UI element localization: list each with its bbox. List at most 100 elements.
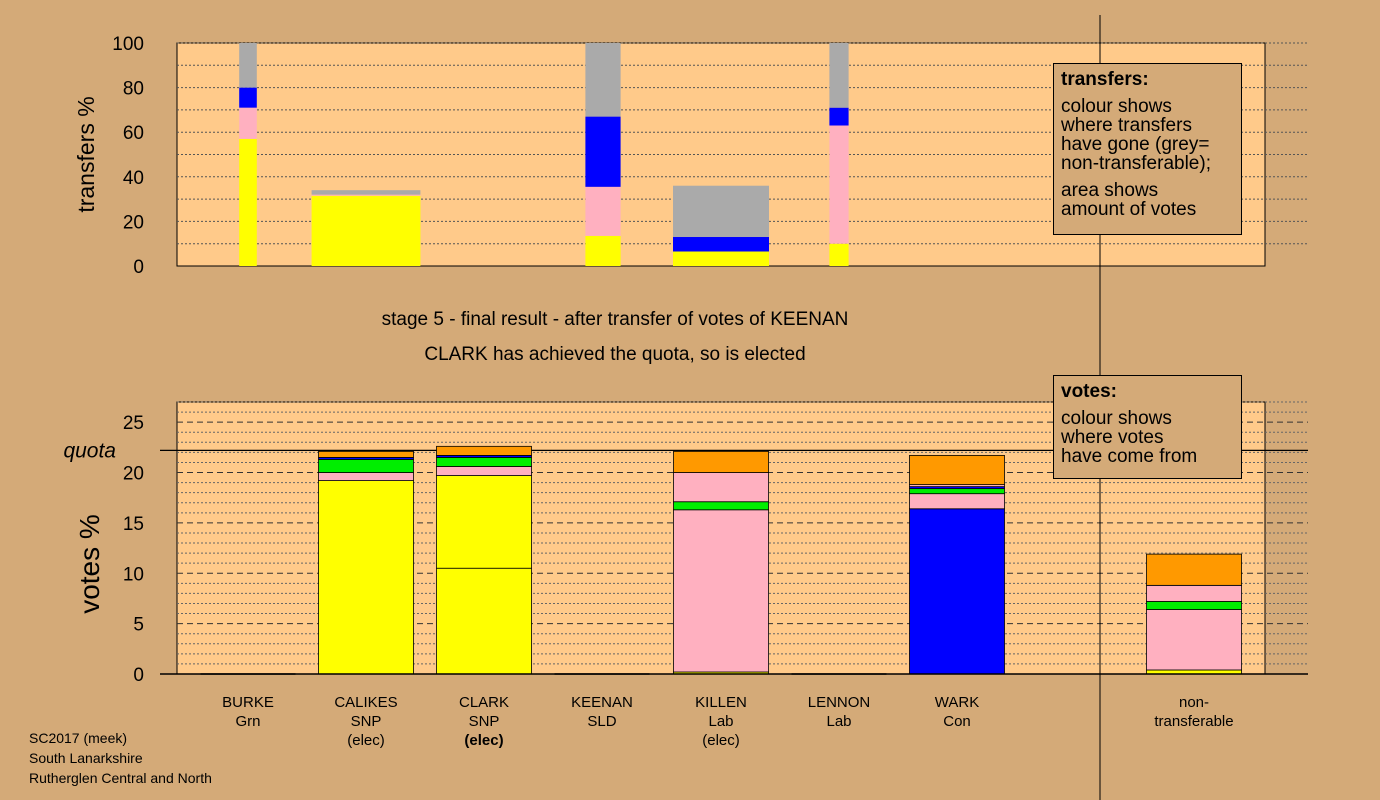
candidate-party: Lab: [826, 713, 852, 730]
transfers-legend-line: have gone (grey=: [1061, 134, 1210, 155]
candidate-party: Con: [943, 713, 971, 730]
footer-election: SC2017 (meek): [29, 730, 128, 746]
vote-bar-segment-clark: [436, 567, 532, 675]
candidate-name: BURKE: [222, 694, 274, 711]
transfer-bar-segment-lennon: [829, 125, 849, 244]
votes-legend-line: have come from: [1061, 446, 1198, 467]
transfer-bar-segment-calikes: [311, 194, 421, 196]
transfer-bar-segment-burke: [239, 107, 257, 139]
transfers-y-axis-label: transfers %: [73, 96, 99, 212]
transfers-legend-line: area shows: [1061, 180, 1159, 201]
vote-bar-segment-clark: [436, 457, 532, 467]
transfers-y-tick-label: 100: [112, 34, 144, 55]
nontransferable-line: non-: [1178, 694, 1210, 711]
vote-bar-segment-clark: [436, 445, 532, 456]
vote-bar-segment-killen: [673, 472, 769, 503]
vote-bar-segment-non-transferable: [1146, 609, 1242, 671]
transfer-bar-segment-keenan: [585, 186, 621, 236]
transfer-bar-segment-lennon: [829, 107, 849, 126]
transfer-bar-segment-keenan: [585, 116, 621, 187]
vote-bar-segment-non-transferable: [1146, 553, 1242, 586]
vote-bar-segment-clark: [436, 475, 532, 569]
votes-y-tick-label: 15: [123, 514, 144, 535]
candidate-name: CALIKES: [334, 694, 398, 711]
transfers-y-tick-label: 60: [123, 123, 144, 144]
transfer-bar-segment-killen: [673, 237, 769, 252]
transfer-bar-segment-burke: [239, 43, 257, 88]
candidate-label-burke: BURKE Grn: [188, 693, 308, 731]
candidate-party: Grn: [235, 713, 261, 730]
transfer-bar-segment-killen: [673, 251, 769, 266]
transfer-bar-segment-lennon: [829, 243, 849, 266]
candidate-label-clark: CLARK SNP (elec): [424, 693, 544, 750]
vote-bar-segment-calikes: [318, 450, 414, 458]
transfer-bar-segment-keenan: [585, 43, 621, 117]
votes-legend-line: colour shows: [1061, 408, 1172, 429]
vote-bar-segment-killen: [673, 509, 769, 673]
nontransferable-line: transferable: [1154, 713, 1234, 730]
quota-label: quota: [63, 439, 116, 462]
footer: SC2017 (meek) South Lanarkshire Ruthergl…: [29, 728, 212, 788]
vote-bar-segment-wark: [909, 454, 1005, 486]
nontransferable-label: non- transferable: [1134, 693, 1254, 731]
candidate-status: (elec): [702, 732, 740, 749]
vote-bar-segment-wark: [909, 508, 1005, 675]
transfer-bar-segment-keenan: [585, 235, 621, 266]
transfers-legend-line: amount of votes: [1061, 199, 1197, 220]
votes-y-tick-label: 0: [133, 665, 144, 686]
transfers-y-tick-label: 40: [123, 168, 144, 189]
transfers-legend: transfers: colour shows where transfers …: [1053, 63, 1242, 235]
transfer-bar-segment-calikes: [311, 190, 421, 195]
footer-council: South Lanarkshire: [29, 750, 143, 766]
transfers-y-tick-label: 0: [133, 257, 144, 278]
vote-bar-segment-wark: [909, 493, 1005, 510]
candidate-label-wark: WARK Con: [897, 693, 1017, 731]
transfer-bar-segment-calikes: [311, 195, 421, 266]
transfers-legend-line: where transfers: [1061, 115, 1192, 136]
footer-ward: Rutherglen Central and North: [29, 770, 212, 786]
candidate-label-lennon: LENNON Lab: [779, 693, 899, 731]
candidate-name: KILLEN: [695, 694, 747, 711]
transfers-legend-line: colour shows: [1061, 96, 1172, 117]
transfers-legend-line: non-transferable);: [1061, 153, 1211, 174]
votes-y-tick-label: 10: [123, 564, 144, 585]
transfer-bar-segment-burke: [239, 87, 257, 108]
vote-bar-segment-calikes: [318, 472, 414, 481]
votes-y-axis-label: votes %: [74, 514, 105, 614]
transfer-bar-segment-burke: [239, 138, 257, 266]
elected-message: CLARK has achieved the quota, so is elec…: [424, 344, 806, 365]
vote-bar-segment-non-transferable: [1146, 601, 1242, 610]
transfer-bar-segment-killen: [673, 185, 769, 238]
transfers-y-tick-label: 80: [123, 79, 144, 100]
vote-bar-segment-clark: [436, 466, 532, 476]
vote-bar-segment-wark: [909, 488, 1005, 495]
candidate-label-calikes: CALIKES SNP (elec): [306, 693, 426, 750]
candidate-label-killen: KILLEN Lab (elec): [661, 693, 781, 750]
vote-bar-segment-killen: [673, 501, 769, 511]
vote-bar-segment-calikes: [318, 459, 414, 473]
candidate-label-keenan: KEENAN SLD: [542, 693, 662, 731]
votes-y-tick-label: 20: [123, 464, 144, 485]
candidate-party: SLD: [587, 713, 617, 730]
candidate-name: CLARK: [458, 694, 510, 711]
votes-y-tick-label: 5: [133, 615, 144, 636]
transfer-bar-segment-lennon: [829, 43, 849, 108]
stage-title: stage 5 - final result - after transfer …: [381, 309, 849, 330]
vote-bar-segment-non-transferable: [1146, 584, 1242, 602]
votes-y-tick-label: 25: [123, 413, 144, 434]
votes-legend-line: where votes: [1061, 427, 1164, 448]
candidate-name: KEENAN: [571, 694, 633, 711]
candidate-party: Lab: [708, 713, 734, 730]
votes-legend-title: votes:: [1061, 381, 1117, 402]
candidate-party: SNP: [350, 713, 382, 730]
votes-legend: votes: colour shows where votes have com…: [1053, 375, 1242, 479]
candidate-name: LENNON: [807, 694, 871, 711]
candidate-status: (elec): [464, 732, 504, 749]
transfers-legend-title: transfers:: [1061, 69, 1149, 90]
vote-bar-segment-calikes: [318, 480, 414, 675]
candidate-party: SNP: [468, 713, 500, 730]
candidate-name: WARK: [934, 694, 980, 711]
vote-bar-segment-killen: [673, 450, 769, 473]
transfers-y-tick-label: 20: [123, 212, 144, 233]
